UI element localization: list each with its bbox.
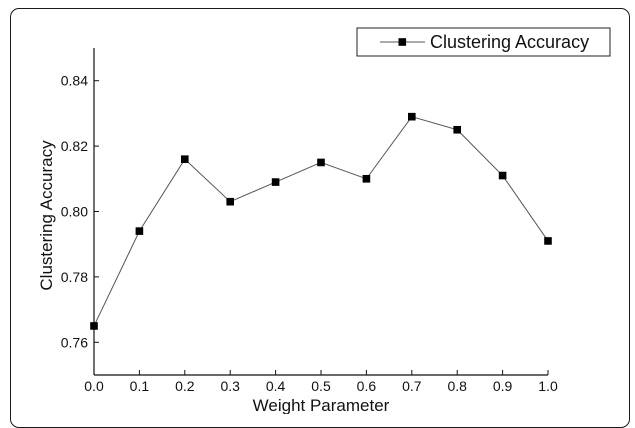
legend-marker-square [398,38,407,46]
x-tick-label: 0.6 [357,378,377,394]
chart-figure: 0.76 0.78 0.80 0.82 0.84 0.0 0.1 0.2 0.3 0.4 0.5 0… [10,8,630,428]
data-series [90,112,552,330]
x-tick-label: 0.4 [266,378,286,394]
x-tick-label: 0.8 [447,378,467,394]
x-tick-label: 0.2 [175,378,195,394]
x-tick-label: 0.5 [311,378,331,394]
x-axis-title: Weight Parameter [253,396,390,414]
data-point-marker [408,112,416,121]
x-tick-label: 0.0 [84,378,104,394]
x-tick-label: 0.7 [402,378,422,394]
data-point-marker [317,158,325,167]
axes [93,48,548,376]
data-point-marker [226,197,234,206]
y-tick-label: 0.82 [61,138,88,154]
y-tick-label: 0.80 [61,204,88,220]
y-tick-label: 0.84 [61,73,88,89]
data-point-marker [498,171,507,180]
data-point-marker [271,178,280,186]
line-chart: 0.760.780.800.820.84 0.0 0.1 0.2 0.3 0.4 0.5 0… [37,27,611,414]
y-tick-label: 0.78 [61,269,88,285]
data-point-marker [362,175,371,183]
x-axis-ticks: 0.0 0.1 0.2 0.3 0.4 0.5 0.6 0.7 0.8 0.9 1.0 [84,370,558,394]
data-point-marker [453,125,461,134]
legend: Clustering Accuracy [356,27,611,57]
x-tick-label: 1.0 [538,378,558,394]
series-line [93,116,549,327]
x-tick-label: 0.9 [493,378,513,394]
data-point-marker [90,322,98,330]
y-axis-ticks: 0.76 0.78 0.80 0.82 0.84 [61,73,99,350]
data-point-marker [135,227,144,235]
x-tick-label: 0.1 [130,378,150,394]
y-axis-title: Clustering Accuracy [37,140,56,291]
data-point-marker [544,237,552,245]
legend-label: Clustering Accuracy [430,32,589,52]
x-tick-label: 0.3 [220,378,240,394]
y-tick-label: 0.76 [61,334,88,350]
data-point-marker [181,155,189,163]
